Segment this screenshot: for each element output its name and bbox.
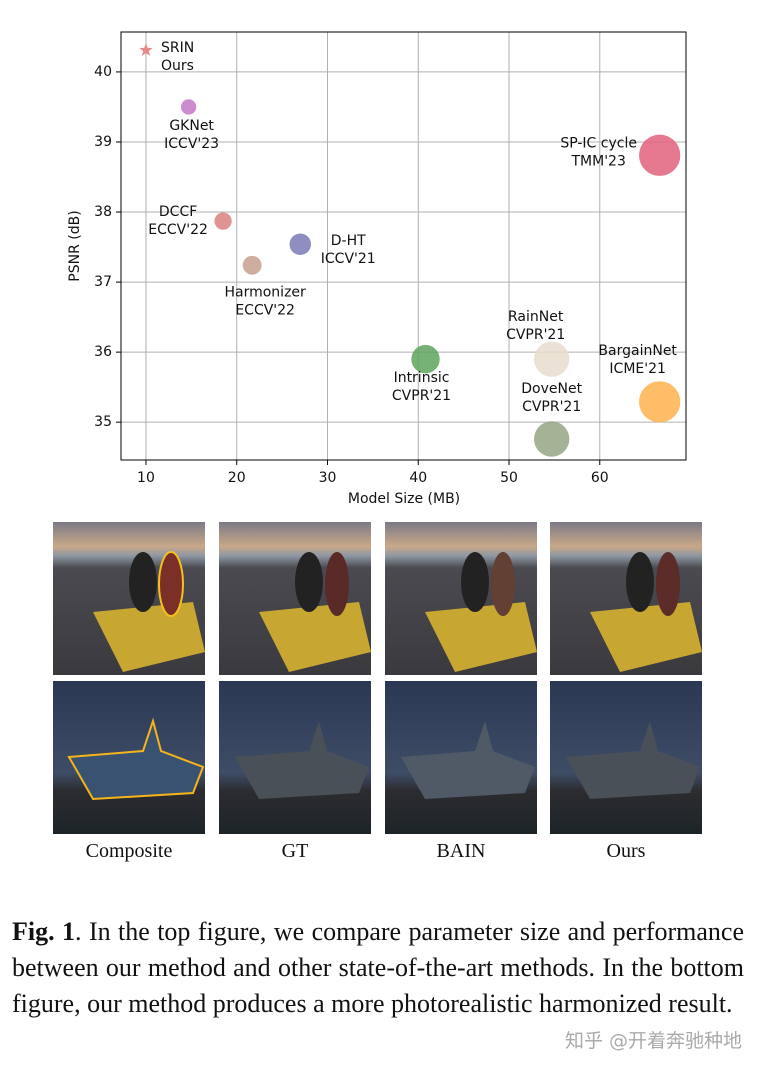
photo bbox=[385, 681, 537, 834]
photo bbox=[219, 681, 371, 834]
point bbox=[533, 341, 570, 377]
y-tick-label: 38 bbox=[94, 204, 112, 220]
point-label: ICCV'23 bbox=[164, 136, 219, 152]
point-label: CVPR'21 bbox=[506, 327, 565, 343]
point-label: CVPR'21 bbox=[392, 388, 451, 404]
point bbox=[639, 381, 681, 423]
caption-label: Fig. 1 bbox=[12, 917, 76, 946]
point-label: ICME'21 bbox=[609, 361, 666, 377]
point-label: CVPR'21 bbox=[522, 399, 581, 415]
x-tick-label: 60 bbox=[591, 470, 609, 486]
x-tick-label: 40 bbox=[409, 470, 427, 486]
x-tick-label: 10 bbox=[137, 470, 155, 486]
point-label: DoveNet bbox=[521, 381, 582, 397]
photo bbox=[550, 522, 702, 675]
point-label: SP-IC cycle bbox=[560, 135, 637, 151]
y-tick-label: 40 bbox=[94, 64, 112, 80]
caption: Fig. 1. In the top figure, we compare pa… bbox=[12, 914, 744, 1022]
x-axis-label: Model Size (MB) bbox=[348, 491, 460, 507]
x-tick-label: 50 bbox=[500, 470, 518, 486]
column-label: Composite bbox=[85, 840, 173, 862]
point bbox=[139, 43, 153, 56]
watermark: 知乎 @开着奔驰种地 bbox=[564, 1030, 742, 1052]
point-label: ECCV'22 bbox=[235, 302, 295, 318]
photo bbox=[53, 522, 205, 675]
point-label: D-HT bbox=[331, 233, 366, 249]
point-label: Harmonizer bbox=[224, 284, 306, 300]
point bbox=[533, 421, 570, 457]
point-label: ICCV'21 bbox=[321, 251, 376, 267]
point-label: Ours bbox=[161, 58, 194, 74]
point-label: BargainNet bbox=[598, 343, 677, 359]
y-tick-label: 35 bbox=[94, 414, 112, 430]
y-tick-label: 36 bbox=[94, 344, 112, 360]
point-label: DCCF bbox=[159, 204, 197, 220]
y-tick-label: 37 bbox=[94, 274, 112, 290]
point bbox=[242, 255, 262, 275]
column-label: Ours bbox=[606, 840, 646, 862]
photo bbox=[550, 681, 702, 834]
column-label: GT bbox=[281, 840, 309, 862]
point-label: SRIN bbox=[161, 40, 194, 56]
photo bbox=[53, 681, 205, 834]
point bbox=[639, 134, 681, 176]
caption-text: . In the top figure, we compare paramete… bbox=[12, 917, 744, 1018]
column-label: BAIN bbox=[436, 840, 486, 862]
point-label: RainNet bbox=[508, 309, 564, 325]
point bbox=[289, 233, 312, 255]
point bbox=[411, 344, 440, 374]
photo bbox=[219, 522, 371, 675]
point-label: GKNet bbox=[169, 118, 214, 134]
point-label: ECCV'22 bbox=[148, 222, 208, 238]
point-label: TMM'23 bbox=[570, 153, 625, 169]
plot-frame bbox=[120, 31, 687, 461]
y-axis-label: PSNR (dB) bbox=[67, 210, 83, 281]
x-tick-label: 30 bbox=[319, 470, 337, 486]
point-label: Intrinsic bbox=[394, 370, 450, 386]
photo bbox=[385, 522, 537, 675]
chart: Model Size (MB) PSNR (dB) 10 20 30 40 50 60 35… bbox=[67, 31, 687, 507]
y-tick-label: 39 bbox=[94, 134, 112, 150]
x-tick-label: 20 bbox=[228, 470, 246, 486]
point bbox=[180, 99, 197, 115]
point bbox=[214, 212, 232, 230]
